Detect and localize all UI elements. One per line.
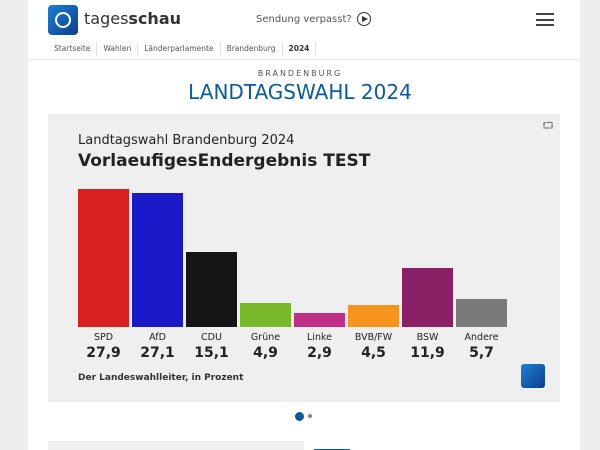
bar-afd[interactable] (132, 192, 183, 327)
brand-name[interactable]: tagesschau (84, 9, 181, 28)
category-label: AfD (149, 332, 166, 343)
bar-linke[interactable] (294, 312, 345, 327)
bar-grüne[interactable] (240, 302, 291, 327)
breadcrumb-current: 2024 (283, 42, 317, 56)
brand-bold: schau (128, 9, 182, 28)
page-kicker: BRANDENBURG (257, 69, 343, 78)
value-label: 2,9 (307, 345, 332, 361)
chart-source: Der Landeswahlleiter, in Prozent (78, 373, 244, 383)
missed-label: Sendung verpasst? (256, 13, 352, 25)
bar-bvb/fw[interactable] (348, 304, 399, 327)
tagesschau-logo-small (521, 364, 545, 388)
breadcrumb-item[interactable]: Startseite (48, 42, 98, 56)
carousel-dot[interactable] (308, 414, 312, 418)
value-label: 4,5 (361, 345, 386, 361)
value-label: 11,9 (410, 345, 445, 361)
play-icon (356, 12, 371, 26)
category-label: Andere (464, 332, 499, 343)
value-label: 27,9 (86, 345, 121, 361)
bar-cdu[interactable] (186, 252, 237, 327)
bar-bsw[interactable] (402, 268, 453, 327)
bar-andere[interactable] (456, 298, 507, 327)
breadcrumb-item[interactable]: Brandenburg (221, 42, 283, 56)
chart-card: ⮔ Landtagswahl Brandenburg 2024 Vorlaeuf… (48, 114, 560, 402)
value-label: 15,1 (194, 345, 229, 361)
divider (28, 59, 580, 60)
category-label: BVB/FW (354, 332, 393, 343)
chart-title: Landtagswahl Brandenburg 2024 (78, 133, 295, 148)
bar-spd[interactable] (78, 189, 129, 327)
breadcrumb-item[interactable]: Länderparlamente (138, 42, 221, 56)
value-label: 5,7 (469, 345, 494, 361)
value-label: 4,9 (253, 345, 278, 361)
brand-light: tages (84, 9, 129, 28)
breadcrumb-item[interactable]: Wahlen (97, 42, 139, 56)
missed-show-link[interactable]: Sendung verpasst? (256, 12, 371, 26)
category-label: Grüne (250, 332, 281, 343)
carousel-dot-active[interactable] (295, 412, 304, 421)
category-label: Linke (307, 332, 332, 343)
share-icon[interactable]: ⮔ (542, 121, 554, 132)
next-card (48, 441, 304, 450)
tagesschau-logo[interactable] (48, 5, 78, 35)
hamburger-menu-icon[interactable] (536, 13, 554, 26)
breadcrumb: Startseite Wahlen Länderparlamente Brand… (48, 42, 317, 56)
page-title: LANDTAGSWAHL 2024 (188, 80, 412, 104)
chart-subtitle: VorlaeufigesEndergebnis TEST (78, 151, 371, 171)
category-label: SPD (93, 332, 114, 343)
category-label: BSW (416, 332, 439, 343)
category-label: CDU (201, 332, 222, 343)
value-label: 27,1 (140, 345, 175, 361)
